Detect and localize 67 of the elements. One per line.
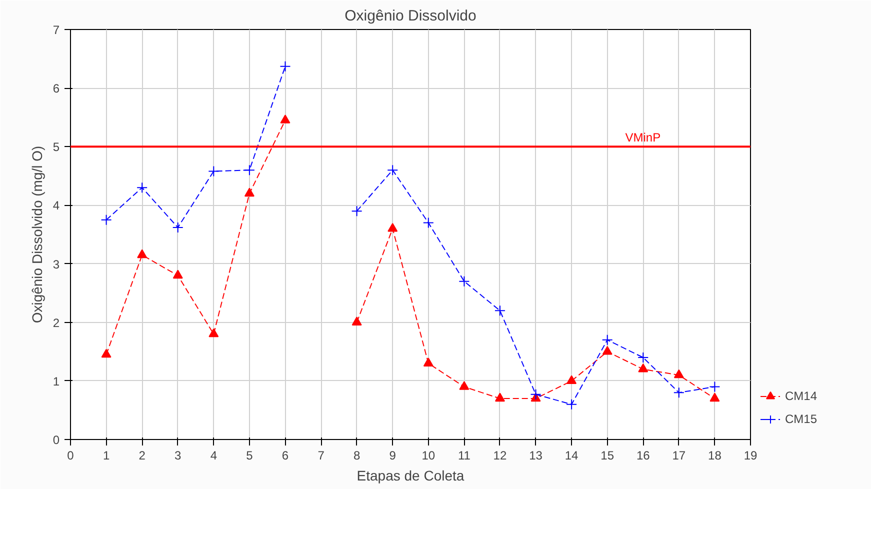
point [423, 358, 434, 366]
x-tick-label: 3 [174, 448, 182, 462]
point [351, 206, 362, 217]
point [459, 381, 470, 390]
chart-title: Oxigênio Dissolvido [344, 8, 476, 24]
x-tick-label: 10 [422, 448, 436, 462]
x-tick-label: 0 [67, 448, 74, 462]
x-tick-label: 9 [389, 448, 396, 462]
point [244, 188, 254, 197]
point [422, 217, 434, 228]
point [352, 316, 362, 326]
x-tick-label: 7 [318, 448, 325, 462]
x-tick-label: 2 [138, 448, 146, 462]
y-tick-label: 7 [52, 23, 60, 37]
y-tick-label: 2 [52, 316, 60, 330]
point [458, 276, 470, 287]
x-tick-label: 15 [600, 448, 614, 462]
point [208, 166, 220, 177]
point [710, 392, 720, 402]
point [602, 334, 613, 346]
point [530, 388, 542, 400]
point [137, 249, 148, 258]
x-tick-label: 8 [353, 448, 360, 462]
x-tick-label: 14 [564, 448, 579, 462]
point [673, 387, 684, 398]
point [638, 352, 649, 363]
x-tick-label: 18 [708, 448, 722, 462]
x-tick-label: 13 [529, 448, 543, 462]
point [494, 305, 506, 316]
point [172, 222, 184, 233]
y-tick-label: 3 [52, 257, 60, 272]
x-tick-label: 19 [744, 448, 758, 462]
x-tick-label: 5 [246, 448, 254, 462]
point [280, 60, 291, 72]
legend-label: CM14 [785, 389, 818, 403]
point [638, 364, 648, 372]
point [388, 222, 398, 232]
ref-line-label: VMinP [625, 130, 661, 145]
x-tick-label: 12 [493, 448, 507, 462]
point [387, 164, 398, 176]
point [566, 375, 577, 384]
point [208, 328, 219, 338]
x-tick-label: 16 [636, 448, 650, 462]
point [674, 369, 684, 378]
y-tick-label: 1 [52, 374, 60, 388]
x-axis-title: Etapas de Coleta [356, 468, 464, 484]
point [244, 164, 255, 176]
point [136, 182, 148, 194]
point [494, 392, 505, 402]
x-tick-label: 1 [102, 448, 110, 462]
point [566, 398, 578, 410]
point [602, 346, 612, 355]
point [101, 348, 112, 358]
x-tick-label: 17 [672, 448, 686, 462]
point [172, 270, 183, 279]
point [280, 114, 290, 124]
y-tick-label: 0 [52, 433, 60, 447]
y-tick-label: 5 [52, 140, 60, 154]
point [709, 381, 720, 392]
legend-label: CM15 [785, 412, 818, 426]
x-tick-label: 11 [458, 448, 471, 462]
point [100, 214, 112, 226]
y-tick-label: 6 [52, 82, 60, 96]
x-tick-label: 4 [210, 448, 218, 462]
y-tick-label: 4 [52, 198, 60, 213]
x-tick-label: 6 [282, 448, 289, 462]
y-axis-title: Oxigênio Dissolvido (mg/l O) [28, 146, 45, 324]
